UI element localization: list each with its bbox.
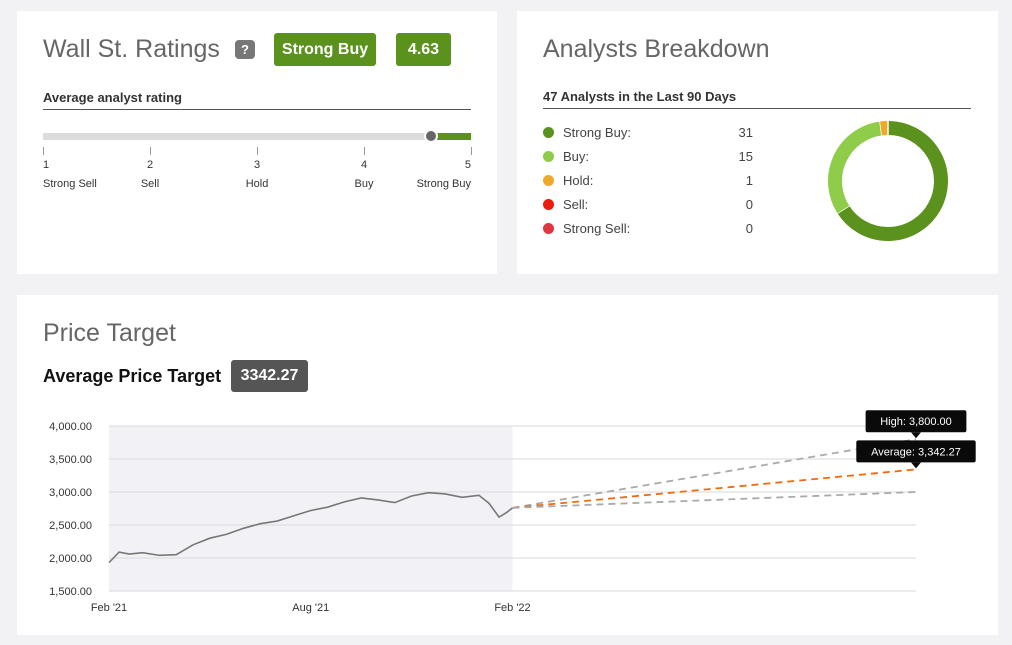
- legend-label: Buy:: [563, 149, 590, 164]
- y-axis-tick-label: 1,500.00: [49, 586, 92, 598]
- price-target-title: Price Target: [43, 319, 176, 347]
- legend-item: Buy: 15: [543, 147, 753, 167]
- legend-count: 0: [745, 221, 753, 236]
- scale-tick: [364, 147, 365, 155]
- legend-item: Sell: 0: [543, 195, 753, 215]
- legend-count: 1: [745, 173, 753, 188]
- tooltip-average: Average: 3,342.27: [856, 440, 976, 469]
- x-axis-tick-label: Feb '21: [91, 602, 127, 614]
- tooltip-high: High: 3,800.00: [865, 410, 967, 439]
- legend-item: Hold: 1: [543, 171, 753, 191]
- average-rating-label: Average analyst rating: [43, 90, 182, 105]
- wall-st-ratings-title: Wall St. Ratings: [43, 35, 220, 63]
- donut-slice[interactable]: [828, 121, 883, 214]
- price-target-card: 4,000.00 3,500.00 3,000.00 2,500.00 2,000.00…: [17, 295, 998, 635]
- history-region: [109, 426, 513, 591]
- wall-st-ratings-card: Wall St. Ratings ? Strong Buy 4.63 Avera…: [17, 11, 497, 274]
- projection-line-low[interactable]: [512, 491, 917, 509]
- scale-name: Strong Sell: [43, 178, 97, 190]
- rating-score-badge: 4.63: [396, 33, 451, 66]
- scale-number: 4: [360, 159, 368, 171]
- scale-number: 5: [464, 159, 471, 171]
- tooltip-text: Average: 3,342.27: [871, 446, 961, 458]
- y-axis-tick-label: 3,500.00: [49, 454, 92, 466]
- price-target-chart: 4,000.00 3,500.00 3,000.00 2,500.00 2,000.00…: [49, 410, 976, 614]
- legend-color-dot: [543, 199, 554, 210]
- help-icon[interactable]: ?: [235, 40, 255, 59]
- tooltip-box: [856, 440, 976, 463]
- analysts-breakdown-card: Analysts Breakdown 47 Analysts in the La…: [517, 11, 998, 274]
- x-axis-tick-label: Aug '21: [292, 602, 329, 614]
- legend-label: Hold:: [563, 173, 594, 188]
- legend-color-dot: [543, 175, 554, 186]
- scale-tick: [471, 147, 472, 155]
- scale-tick: [150, 147, 151, 155]
- legend-color-dot: [543, 223, 554, 234]
- scale-name: Hold: [245, 178, 269, 190]
- legend-color-dot: [543, 151, 554, 162]
- legend-item: Strong Sell: 0: [543, 219, 753, 239]
- y-axis-tick-label: 2,000.00: [49, 553, 92, 565]
- rating-gauge-fill: [431, 133, 471, 140]
- scale-tick: [257, 147, 258, 155]
- tooltip-pointer: [911, 462, 921, 469]
- y-axis-tick-label: 3,000.00: [49, 487, 92, 499]
- consensus-badge: Strong Buy: [274, 33, 376, 66]
- projection-line-average[interactable]: [512, 468, 917, 509]
- scale-number: 3: [253, 159, 261, 171]
- scale-number: 2: [146, 159, 154, 171]
- legend-color-dot: [543, 127, 554, 138]
- legend-count: 15: [738, 149, 753, 164]
- rating-gauge-marker: [424, 129, 439, 143]
- divider: [43, 109, 471, 110]
- y-axis-tick-label: 2,500.00: [49, 520, 92, 532]
- legend-item: Strong Buy: 31: [543, 123, 753, 143]
- legend-label: Strong Sell:: [563, 221, 631, 236]
- donut-slice[interactable]: [837, 121, 948, 241]
- scale-name: Buy: [354, 178, 374, 190]
- analyst-count-label: 47 Analysts in the Last 90 Days: [543, 89, 737, 104]
- legend-count: 0: [745, 197, 753, 212]
- scale-number: 1: [43, 159, 50, 171]
- x-axis-tick-label: Feb '22: [494, 602, 530, 614]
- analyst-donut-chart: [828, 121, 948, 241]
- scale-tick: [43, 147, 44, 155]
- rating-gauge-track: [43, 133, 471, 140]
- tooltip-box: [865, 410, 967, 433]
- legend-label: Sell:: [563, 197, 589, 212]
- scale-name: Sell: [140, 178, 160, 190]
- projection-line-high[interactable]: [512, 438, 917, 509]
- legend-label: Strong Buy:: [563, 125, 631, 140]
- analysts-breakdown-title: Analysts Breakdown: [543, 35, 770, 63]
- tooltip-text: High: 3,800.00: [880, 416, 952, 428]
- price-history-line[interactable]: [108, 491, 513, 564]
- divider: [543, 108, 971, 109]
- tooltip-pointer: [911, 432, 921, 439]
- scale-name: Strong Buy: [416, 178, 471, 190]
- average-price-target-label: Average Price Target: [43, 366, 222, 386]
- average-price-target-badge: 3342.27: [231, 360, 308, 392]
- legend-count: 31: [738, 125, 753, 140]
- y-axis-tick-label: 4,000.00: [49, 421, 92, 433]
